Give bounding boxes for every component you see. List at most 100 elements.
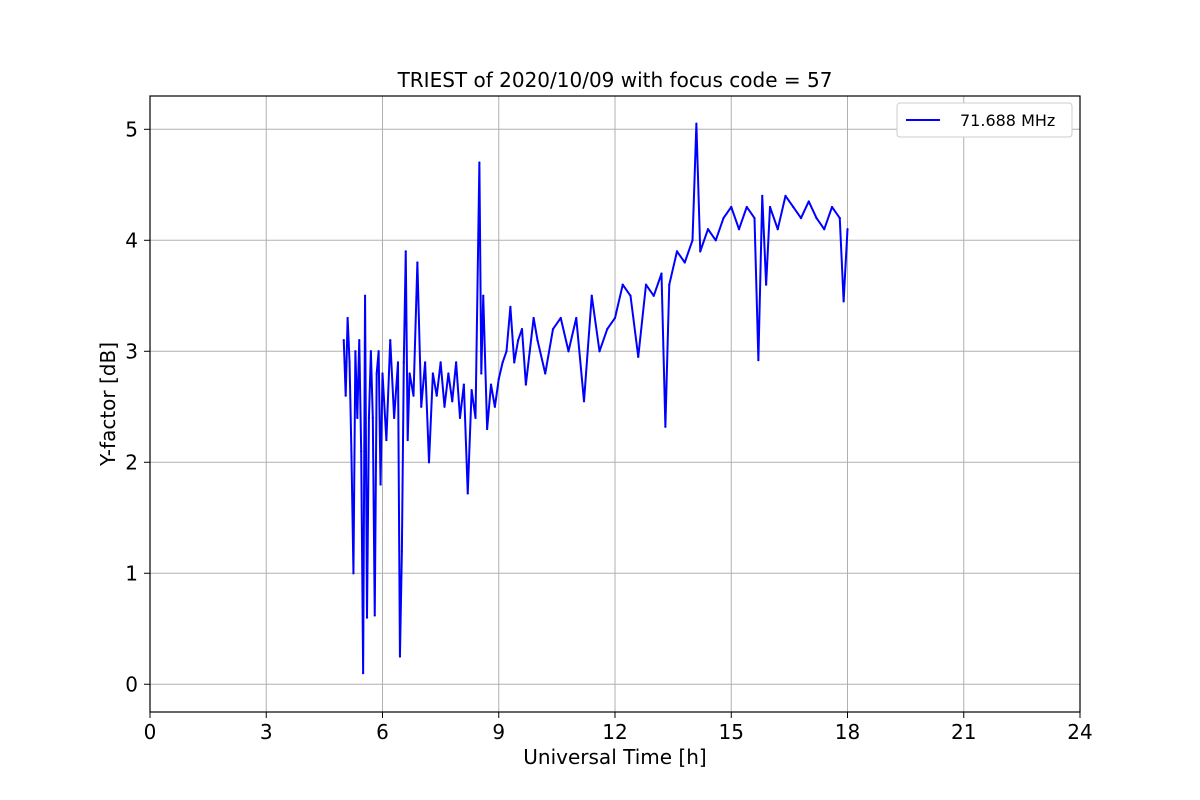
data-point (567, 350, 570, 353)
y-axis-label: Y-factor [dB] (96, 342, 120, 467)
data-point (838, 216, 841, 220)
data-point (505, 350, 508, 353)
data-point (462, 383, 465, 386)
data-point (455, 361, 458, 364)
data-point (792, 205, 795, 209)
data-point (420, 405, 423, 408)
x-tick-label: 18 (835, 720, 860, 744)
data-point (371, 416, 374, 419)
data-point (497, 377, 500, 381)
data-point (509, 305, 512, 308)
x-tick-label: 24 (1067, 720, 1092, 744)
data-point (458, 416, 462, 419)
x-tick-label: 15 (719, 720, 744, 744)
x-axis-label: Universal Time [h] (523, 745, 706, 769)
data-point (377, 350, 380, 353)
data-point (807, 200, 810, 203)
data-point (768, 205, 772, 209)
data-point (352, 572, 355, 575)
data-point (346, 316, 349, 320)
data-point (470, 389, 473, 392)
data-point (400, 549, 403, 553)
data-point (842, 300, 845, 303)
data-point (389, 339, 392, 342)
data-point (660, 272, 663, 275)
data-point (482, 294, 485, 297)
data-point (722, 216, 725, 220)
data-point (379, 483, 382, 486)
data-point (714, 239, 717, 242)
data-point (745, 205, 748, 209)
data-point (435, 394, 438, 397)
data-point (350, 455, 353, 458)
x-tick-label: 21 (951, 720, 976, 744)
data-point (412, 394, 415, 397)
y-tick-label: 5 (125, 117, 138, 141)
data-point (369, 350, 372, 353)
y-tick-label: 2 (125, 450, 138, 474)
data-point (815, 216, 818, 220)
data-point (776, 228, 779, 231)
data-point (765, 283, 768, 286)
data-point (823, 228, 826, 231)
data-point (753, 216, 756, 220)
y-tick-label: 3 (125, 339, 138, 363)
x-tick-label: 3 (260, 720, 273, 744)
data-point (356, 416, 359, 419)
data-point (575, 316, 578, 320)
data-point (365, 616, 369, 619)
data-point (652, 294, 655, 297)
chart-title: TRIEST of 2020/10/09 with focus code = 5… (397, 68, 833, 92)
data-point (474, 416, 477, 419)
data-point (439, 361, 442, 364)
data-point (699, 250, 702, 253)
data-point (520, 327, 524, 331)
data-point (668, 283, 671, 286)
series-line-0 (342, 122, 849, 675)
data-point (348, 361, 351, 364)
data-point (675, 250, 679, 253)
y-tick-label: 1 (125, 561, 138, 585)
data-point (427, 461, 431, 464)
data-point (517, 339, 520, 342)
data-point (606, 327, 609, 331)
data-point (544, 372, 547, 375)
data-point (396, 361, 400, 364)
data-point (613, 316, 617, 320)
legend-frame (896, 102, 1073, 138)
data-point (478, 161, 481, 164)
data-point (559, 316, 562, 320)
data-point (489, 383, 493, 386)
data-point (501, 361, 504, 364)
data-point (695, 122, 698, 125)
data-point (354, 350, 357, 353)
y-tick-label: 0 (125, 672, 138, 696)
data-point (629, 294, 632, 297)
data-point (621, 283, 624, 286)
data-point (486, 427, 489, 431)
data-point (398, 655, 402, 658)
data-point (644, 283, 648, 286)
data-point (362, 672, 365, 675)
data-point (730, 205, 733, 209)
data-point (360, 450, 363, 453)
data-point (375, 372, 378, 375)
data-point (590, 294, 593, 297)
data-point (393, 416, 396, 419)
data-point (846, 228, 849, 231)
data-point (373, 614, 376, 617)
data-point (513, 361, 516, 364)
data-point (532, 316, 535, 320)
data-point (493, 405, 496, 408)
data-point (830, 205, 834, 209)
data-point (598, 350, 601, 353)
data-point (737, 228, 741, 231)
data-point (691, 239, 694, 242)
data-point (342, 339, 345, 342)
y-tick-label: 4 (125, 228, 138, 252)
data-point (344, 394, 347, 397)
data-point (524, 383, 527, 386)
data-point (404, 250, 407, 253)
